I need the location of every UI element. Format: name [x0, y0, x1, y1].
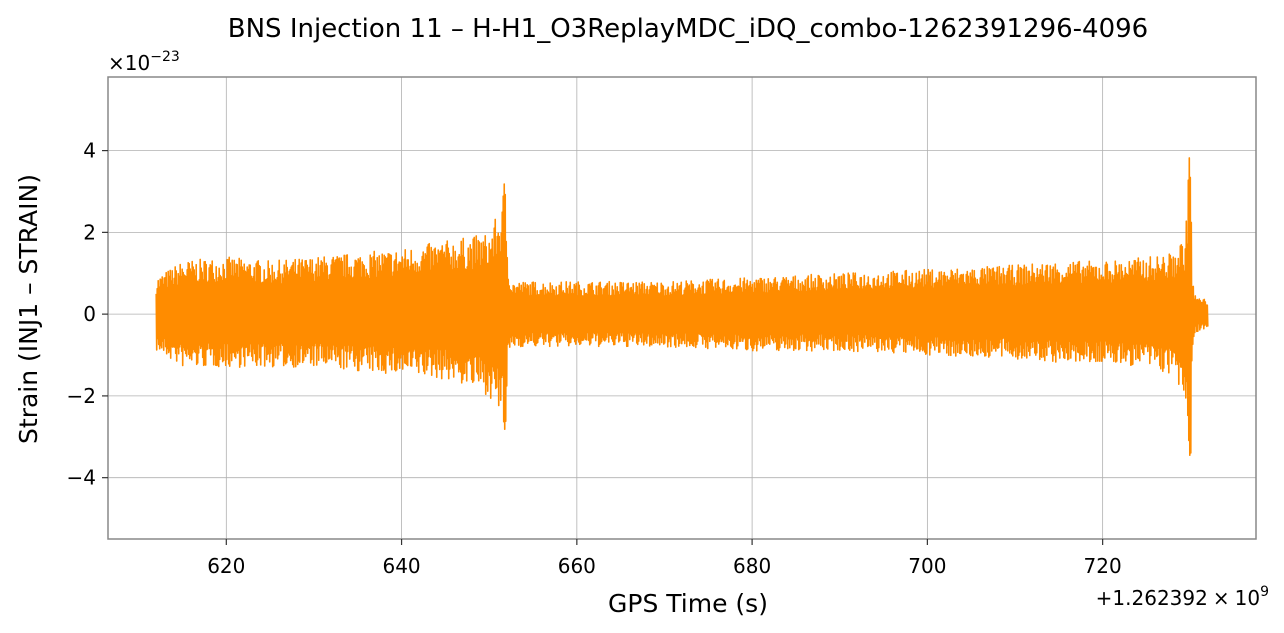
x-offset-exponent: 9: [1260, 584, 1269, 600]
y-tick-label: −4: [67, 466, 96, 490]
y-tick-label: −2: [67, 384, 96, 408]
x-axis-ticks: 620 640 660 680 700 720: [207, 539, 1122, 578]
y-tick-label: 2: [83, 220, 96, 244]
x-tick-label: 680: [733, 554, 771, 578]
chart-title: BNS Injection 11 – H-H1_O3ReplayMDC_iDQ_…: [228, 14, 1148, 44]
x-axis-offset-text: +1.262392 × 109: [1096, 584, 1269, 610]
y-tick-label: 4: [83, 139, 96, 163]
x-tick-label: 640: [382, 554, 420, 578]
strain-series: [155, 157, 1209, 457]
x-offset-base: 10: [1235, 586, 1260, 610]
y-scale-times: ×: [108, 51, 125, 75]
x-tick-label: 620: [207, 554, 245, 578]
x-tick-label: 700: [908, 554, 946, 578]
y-tick-label: 0: [83, 302, 96, 326]
strain-series-line: [155, 157, 1209, 457]
x-offset-prefix: +1.262392: [1096, 586, 1208, 610]
y-axis-label: Strain (INJ1 – STRAIN): [14, 174, 43, 444]
y-axis-scale-factor: ×10−23: [108, 49, 180, 75]
x-tick-label: 720: [1084, 554, 1122, 578]
x-tick-label: 660: [558, 554, 596, 578]
y-scale-base: 10: [125, 51, 150, 75]
x-axis-label: GPS Time (s): [608, 589, 768, 618]
y-axis-ticks: −4 −2 0 2 4: [67, 139, 108, 490]
plot-frame: [107, 76, 1257, 540]
y-scale-exponent: −23: [150, 49, 180, 65]
x-offset-times: ×: [1213, 586, 1230, 610]
